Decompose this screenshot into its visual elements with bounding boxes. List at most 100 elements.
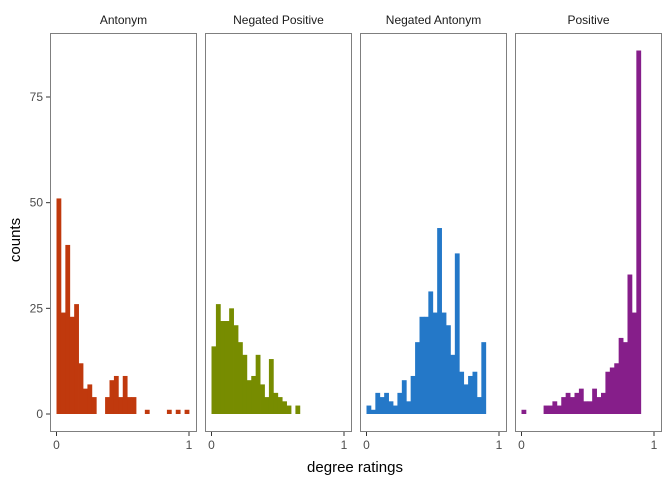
x-tick-label: 0 [518, 438, 525, 452]
histogram-bar [397, 392, 403, 414]
histogram-bar [131, 397, 137, 414]
x-tick-label: 0 [53, 438, 60, 452]
histogram-bar [109, 380, 115, 414]
x-tick-label: 1 [341, 438, 348, 452]
panel-positive: Positive 0 1 [515, 13, 662, 452]
histogram-bar [366, 405, 372, 414]
histogram-bar [220, 321, 226, 414]
histogram-bar [446, 325, 451, 414]
histogram-bar [229, 308, 234, 414]
histogram-bar [605, 371, 611, 414]
histogram-bar [631, 312, 637, 414]
histogram-bar [543, 405, 549, 414]
histogram-bar [184, 409, 190, 414]
histogram-bar [454, 253, 460, 414]
histogram-bar [423, 316, 429, 414]
histogram-bar [379, 397, 385, 414]
panel-negated-antonym: Negated Antonym 0 1 [360, 13, 507, 452]
x-axis-title: degree ratings [307, 459, 403, 476]
histogram-bar [592, 388, 597, 414]
panel-border [50, 33, 197, 432]
histogram-bar [286, 405, 292, 414]
histogram-bar [215, 304, 221, 414]
histogram-bar [105, 397, 110, 414]
histogram-bar [561, 397, 567, 414]
histogram-bar [127, 397, 132, 414]
histogram-bar [578, 388, 584, 414]
histogram-bar [295, 405, 301, 414]
histogram-bar [83, 388, 88, 414]
histogram-bar [472, 371, 478, 414]
x-tick-label: 1 [496, 438, 503, 452]
histogram-bar [144, 409, 150, 414]
histogram-bar [556, 405, 562, 414]
histogram-bar [415, 342, 420, 414]
histogram-bar [574, 392, 580, 414]
histogram-bar [60, 312, 66, 414]
histogram-bar [450, 354, 456, 414]
histogram-bar [113, 375, 119, 414]
histogram-bar [623, 342, 628, 414]
histogram-bar [614, 363, 620, 414]
y-tick-label: 75 [30, 90, 44, 104]
panel-border [360, 33, 507, 432]
histogram-bar [437, 228, 442, 414]
histogram-bar [211, 346, 217, 414]
histogram-bar [601, 392, 606, 414]
histogram-bar [65, 244, 71, 414]
histogram-bar [388, 401, 394, 414]
histogram-bar [432, 312, 438, 414]
histogram-bar [238, 342, 243, 414]
histogram-bar [419, 316, 425, 414]
facet-title: Negated Antonym [386, 13, 481, 27]
facet-title: Negated Positive [233, 13, 324, 27]
y-tick-label: 25 [30, 301, 44, 315]
histogram-bar [587, 401, 593, 414]
histogram-bar [428, 291, 434, 414]
histogram-bar [476, 397, 482, 414]
histogram-bar [224, 321, 230, 414]
histogram-bar [596, 397, 602, 414]
histogram-bar [233, 325, 239, 414]
facet-title: Positive [567, 13, 609, 27]
histogram-bar [636, 50, 642, 414]
panel-border [205, 33, 352, 432]
histogram-bar [384, 392, 389, 414]
histogram-bar [56, 198, 62, 414]
histogram-bar [87, 384, 93, 414]
histogram-bar [175, 409, 181, 414]
histogram-bar [552, 401, 558, 414]
histogram-bar [521, 409, 527, 414]
x-tick-label: 1 [186, 438, 193, 452]
y-tick-label: 0 [36, 407, 43, 421]
histogram-bar [618, 337, 624, 414]
histogram-bar [273, 392, 279, 414]
x-tick-label: 0 [363, 438, 370, 452]
y-axis-title: counts [7, 218, 24, 262]
panel-border [515, 33, 662, 432]
panel-antonym: Antonym 0 1 [50, 13, 197, 452]
histogram-bar [282, 401, 287, 414]
histogram-bar [69, 316, 75, 414]
y-tick-label: 50 [30, 196, 44, 210]
histogram-bar [251, 375, 257, 414]
histogram-bar [627, 274, 633, 414]
histogram-bar [441, 312, 447, 414]
histogram-bar [260, 384, 265, 414]
histogram-bar [570, 397, 575, 414]
histogram-bar [463, 384, 469, 414]
histogram-bar [481, 342, 487, 414]
panel-negated-positive: Negated Positive 0 1 [205, 13, 352, 452]
histogram-bar [406, 401, 412, 414]
histogram-bar [78, 363, 84, 414]
histogram-bar [91, 397, 97, 414]
y-axis: 0 25 50 75 [30, 90, 50, 421]
x-tick-label: 1 [651, 438, 658, 452]
histogram-bar [459, 371, 465, 414]
x-tick-label: 0 [208, 438, 215, 452]
histogram-bar [375, 392, 381, 414]
histogram-bar [393, 405, 398, 414]
histogram-bar [74, 304, 79, 414]
